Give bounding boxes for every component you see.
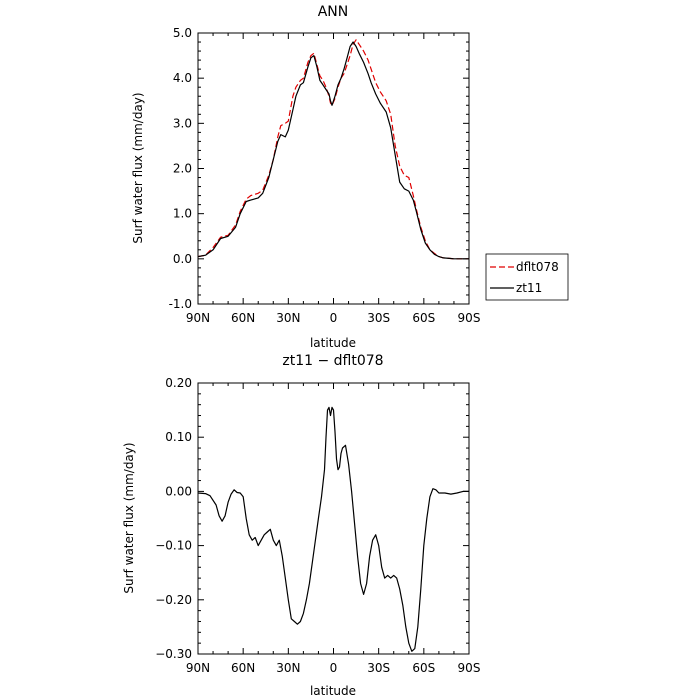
y-tick-label: −0.30 [155,647,192,661]
y-tick-label: 2.0 [173,162,192,176]
panel-annual-mean: ANN 90N 60N 30N 0 30S 60S 90S -1.0 0.0 1.0 2.0 3.0 4… [131,4,569,350]
x-axis-label: latitude [310,336,356,350]
y-tick-label: -1.0 [169,297,192,311]
series-line-difference [197,406,469,652]
x-tick-label: 60N [231,661,255,675]
plot-frame [197,32,470,305]
x-tick-label: 60S [412,311,435,325]
y-axis-label: Surf water flux (mm/day) [122,442,136,593]
x-tick-label: 90N [186,661,210,675]
x-tick-label: 90S [458,661,481,675]
x-axis-label: latitude [310,684,356,698]
y-tick-label: 5.0 [173,26,192,40]
y-tick-label: 0.10 [165,430,192,444]
y-tick-label: 0.0 [173,252,192,266]
plot-frame [197,382,470,655]
legend-label-dflt078: dflt078 [516,260,559,274]
panel-title: zt11 − dflt078 [282,353,383,369]
y-tick-label: 4.0 [173,71,192,85]
legend-label-zt11: zt11 [516,281,542,295]
series-line-dflt078 [197,39,469,260]
y-axis-label: Surf water flux (mm/day) [131,92,145,243]
panel-title: ANN [318,4,349,20]
x-tick-label: 30N [276,311,300,325]
y-tick-label: 0.00 [165,484,192,498]
x-tick-label: 60S [412,661,435,675]
x-tick-label: 30S [367,661,390,675]
legend-box [485,253,569,301]
x-tick-label: 0 [330,311,338,325]
x-tick-label: 30S [367,311,390,325]
y-tick-label: −0.10 [155,539,192,553]
x-tick-label: 90N [186,311,210,325]
series-line-zt11 [197,41,469,260]
y-tick-label: −0.20 [155,593,192,607]
y-tick-label: 0.20 [165,376,192,390]
legend: dflt078 zt11 [485,253,569,301]
x-tick-label: 30N [276,661,300,675]
y-tick-label: 1.0 [173,207,192,221]
x-tick-label: 90S [458,311,481,325]
y-tick-label: 3.0 [173,116,192,130]
panel-difference: zt11 − dflt078 90N 60N 30N 0 30S 60S 90S −0.30 −… [122,353,480,698]
x-tick-label: 60N [231,311,255,325]
x-tick-label: 0 [330,661,338,675]
